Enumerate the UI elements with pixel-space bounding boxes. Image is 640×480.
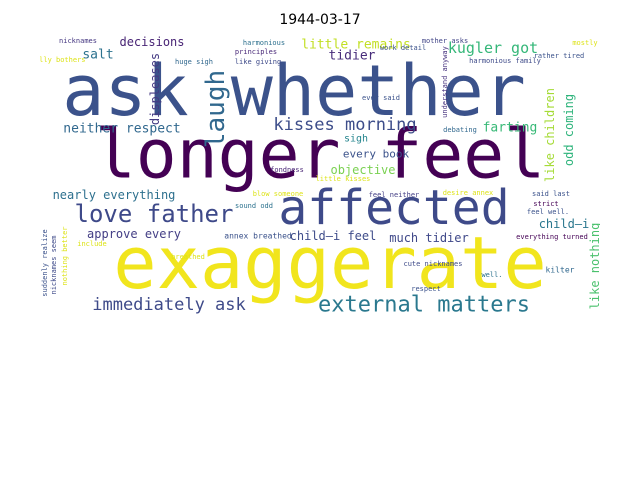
chart-title: 1944-03-17 [279,12,361,28]
cloud-word: child—i feel [290,229,377,243]
cloud-word: little remains [301,38,411,53]
cloud-word: harmonious family [469,57,541,65]
cloud-word: like nothing [588,223,600,310]
cloud-word: farting [483,121,538,136]
cloud-word: ever said [362,94,400,102]
cloud-word: sigh [344,134,368,145]
cloud-word: nearly everything [53,188,176,202]
cloud-word: every book [343,148,410,161]
cloud-word: kilter [546,266,575,275]
cloud-word: feel neither [369,191,420,199]
cloud-word: breathed [171,253,205,261]
cloud-word: external matters [318,293,530,318]
cloud-word: kugler got [448,39,538,57]
cloud-word: harmonious [243,39,285,47]
cloud-word: longer feel [95,116,545,195]
cloud-word: work detail [380,44,426,52]
cloud-word: cute nicknames [403,260,462,268]
cloud-word: rather tired [534,52,585,60]
cloud-word: debating [443,126,477,134]
cloud-word: feel well. [527,208,569,216]
cloud-word: love father [75,200,234,228]
cloud-word: much tidier [389,231,468,245]
cloud-word: principles [235,48,277,56]
cloud-word: like giving [235,58,281,66]
cloud-word: decisions [119,35,184,49]
cloud-word: huge sigh [175,58,213,66]
cloud-word: kisses morning [273,115,416,135]
cloud-word: salt [82,48,113,63]
cloud-word: little kisses [316,175,371,183]
cloud-word: objective [330,163,395,177]
cloud-word: respect [411,285,441,293]
cloud-word: sound odd [235,202,273,210]
cloud-word: mostly [572,39,597,47]
cloud-word: said last [532,190,570,198]
cloud-word: annex breathed [224,232,292,241]
cloud-word: desire annex [443,189,494,197]
cloud-word: approve every [87,227,181,241]
cloud-word: nicknames [59,37,97,45]
cloud-word: well. [481,271,502,279]
cloud-word: immediately ask [92,295,246,315]
cloud-word: nicknames seem [50,235,58,294]
cloud-word: strict [533,200,558,208]
cloud-word: really bothers [40,56,86,64]
cloud-word: understand anyway [441,46,449,118]
cloud-word: like children [543,88,557,182]
cloud-word: exaggerate [113,221,546,305]
cloud-word: everything turned [516,233,588,241]
cloud-word: child—i [539,217,590,231]
cloud-word: laugh [201,70,231,148]
cloud-word: tidier [329,49,376,64]
cloud-word: include [77,240,107,248]
cloud-word: neither respect [63,122,180,137]
cloud-word: nothing better [61,226,69,285]
cloud-word: displeases [148,53,162,125]
cloud-word: ask whether [62,50,526,132]
cloud-word: mother asks [422,37,468,45]
cloud-word: blow someone [253,190,304,198]
cloud-word: fondness [270,166,304,174]
word-cloud: exaggerate longer feel ask whether affected… [40,34,600,340]
cloud-word: affected [278,180,509,236]
cloud-word: odd coming [562,94,576,166]
cloud-word: suddenly realize [41,229,49,296]
